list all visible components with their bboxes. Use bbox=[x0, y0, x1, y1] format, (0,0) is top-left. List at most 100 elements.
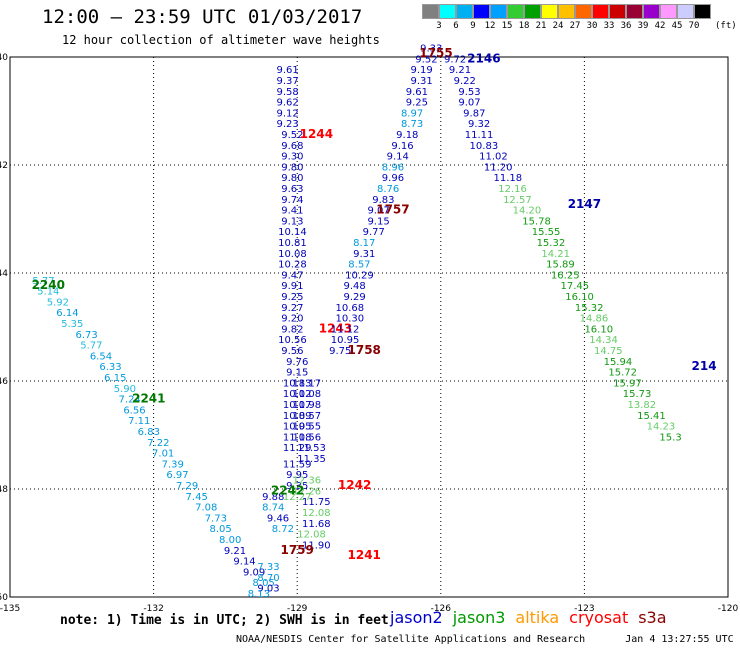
swh-value: 5.35 bbox=[61, 319, 83, 330]
swh-value: 9.63 bbox=[281, 184, 303, 195]
map-frame bbox=[9, 56, 729, 598]
legend-labels: 3 6 9 12 15 18 21 24 27 30 33 36 39 42 45 70 (ft) bbox=[422, 19, 736, 33]
swh-value: 9.58 bbox=[276, 87, 298, 98]
swh-value: 12.08 bbox=[302, 508, 331, 519]
swh-value: 9.33 bbox=[420, 44, 442, 55]
swh-value: 7.29 bbox=[176, 481, 198, 492]
swh-value: 8.73 bbox=[401, 119, 423, 130]
swh-value: 9.47 bbox=[281, 270, 303, 281]
swh-value: 14.21 bbox=[541, 249, 570, 260]
swh-value: 9.29 bbox=[344, 292, 366, 303]
swh-value: 7.45 bbox=[186, 492, 208, 503]
legend-label: 33 bbox=[603, 21, 615, 31]
swh-value: 10.57 bbox=[292, 411, 321, 422]
swh-value: 9.48 bbox=[344, 281, 366, 292]
swh-value: 14.23 bbox=[647, 422, 676, 433]
swh-value: 7.08 bbox=[195, 503, 217, 514]
swh-value: 9.35 bbox=[286, 481, 308, 492]
swh-value: 15.32 bbox=[537, 238, 566, 249]
swh-value: 6.33 bbox=[99, 362, 121, 373]
pass-time-label: 2242 bbox=[271, 483, 304, 497]
timestamp-text: Jan 4 13:27:55 UTC 2017 bbox=[625, 634, 740, 645]
swh-value: 12.26 bbox=[292, 486, 321, 497]
legend-label: 15 bbox=[501, 21, 513, 31]
swh-value: 5.90 bbox=[114, 384, 136, 395]
swh-value: 9.83 bbox=[372, 195, 394, 206]
legend-label: 3 bbox=[436, 21, 442, 31]
pass-time-label: 1758 bbox=[348, 343, 381, 357]
swh-value: 15.89 bbox=[546, 260, 575, 271]
swh-value: 15.3 bbox=[659, 432, 681, 443]
swh-value: 9.31 bbox=[353, 249, 375, 260]
swh-value: 9.52 bbox=[415, 54, 437, 65]
pass-time-label: 1241 bbox=[348, 548, 381, 562]
swh-value: 9.77 bbox=[363, 227, 385, 238]
swh-value: 8.57 bbox=[348, 260, 370, 271]
swh-value: 9.62 bbox=[276, 98, 298, 109]
legend-label: 18 bbox=[518, 21, 530, 31]
satellite-legend: jason2 jason3 altika cryosat s3a bbox=[390, 608, 677, 627]
longitude-label: -129 bbox=[287, 604, 308, 614]
footer: NOAA/NESDIS Center for Satellite Applica… bbox=[236, 634, 740, 645]
swh-value: 9.80 bbox=[281, 162, 303, 173]
swh-value: 9.53 bbox=[458, 87, 480, 98]
swh-value: 9.16 bbox=[391, 141, 413, 152]
legend-swatch bbox=[592, 4, 609, 19]
swh-value: 6.54 bbox=[90, 351, 112, 362]
pass-time-label: 2147 bbox=[568, 197, 601, 211]
swh-value: 10.56 bbox=[278, 335, 307, 346]
swh-value: 11.35 bbox=[297, 454, 326, 465]
swh-value: 8.76 bbox=[377, 184, 399, 195]
pass-time-label: 1242 bbox=[338, 478, 371, 492]
swh-value: 10.68 bbox=[336, 303, 365, 314]
swh-value: 11.02 bbox=[479, 152, 508, 163]
pass-time-label: 1244 bbox=[300, 127, 333, 141]
swh-value: 9.61 bbox=[406, 87, 428, 98]
legend-unit: (ft) bbox=[715, 21, 737, 31]
swh-value: 9.14 bbox=[387, 152, 409, 163]
legend-swatch bbox=[507, 4, 524, 19]
swh-value: 9.14 bbox=[233, 557, 255, 568]
swh-value: 10.95 bbox=[283, 422, 312, 433]
swh-value: 15.94 bbox=[604, 357, 633, 368]
swh-value: 5.77 bbox=[32, 276, 54, 287]
legend-swatch bbox=[524, 4, 541, 19]
legend-label: 27 bbox=[569, 21, 581, 31]
legend-swatch bbox=[575, 4, 592, 19]
swh-value: 13.82 bbox=[628, 400, 657, 411]
swh-value: 9.82 bbox=[281, 324, 303, 335]
swh-value: 15.32 bbox=[575, 303, 604, 314]
swh-value: 9.30 bbox=[281, 152, 303, 163]
swh-value: 8.72 bbox=[272, 524, 294, 535]
swh-value: 15.41 bbox=[637, 411, 666, 422]
satellite-s3a: s3a bbox=[638, 608, 667, 627]
swh-value: 9.15 bbox=[286, 368, 308, 379]
legend-label: 45 bbox=[671, 21, 683, 31]
legend-label: 21 bbox=[535, 21, 547, 31]
swh-value: 8.70 bbox=[257, 573, 279, 584]
pass-time-label: 1759 bbox=[280, 543, 313, 557]
swh-value: 15.73 bbox=[623, 389, 652, 400]
swh-value: 16.10 bbox=[584, 324, 613, 335]
swh-value: 9.46 bbox=[267, 513, 289, 524]
swh-value: 9.07 bbox=[458, 98, 480, 109]
swh-value: 10.28 bbox=[278, 260, 307, 271]
legend-swatch bbox=[677, 4, 694, 19]
swh-value: 9.25 bbox=[406, 98, 428, 109]
legend-swatch bbox=[456, 4, 473, 19]
swh-value: 11.20 bbox=[484, 162, 513, 173]
swh-value: 9.19 bbox=[411, 65, 433, 76]
swh-value: 8.05 bbox=[209, 524, 231, 535]
latitude-label: 46 bbox=[0, 377, 8, 387]
swh-value: 7.33 bbox=[257, 562, 279, 573]
swh-value: 16.10 bbox=[565, 292, 594, 303]
swh-value: 6.73 bbox=[75, 330, 97, 341]
swh-value: 11.90 bbox=[302, 540, 331, 551]
swh-value: 9.96 bbox=[382, 173, 404, 184]
swh-value: 9.32 bbox=[468, 119, 490, 130]
legend-swatch bbox=[558, 4, 575, 19]
swh-value: 10.17 bbox=[283, 400, 312, 411]
satellite-cryosat: cryosat bbox=[569, 608, 629, 627]
longitude-label: -126 bbox=[431, 604, 452, 614]
